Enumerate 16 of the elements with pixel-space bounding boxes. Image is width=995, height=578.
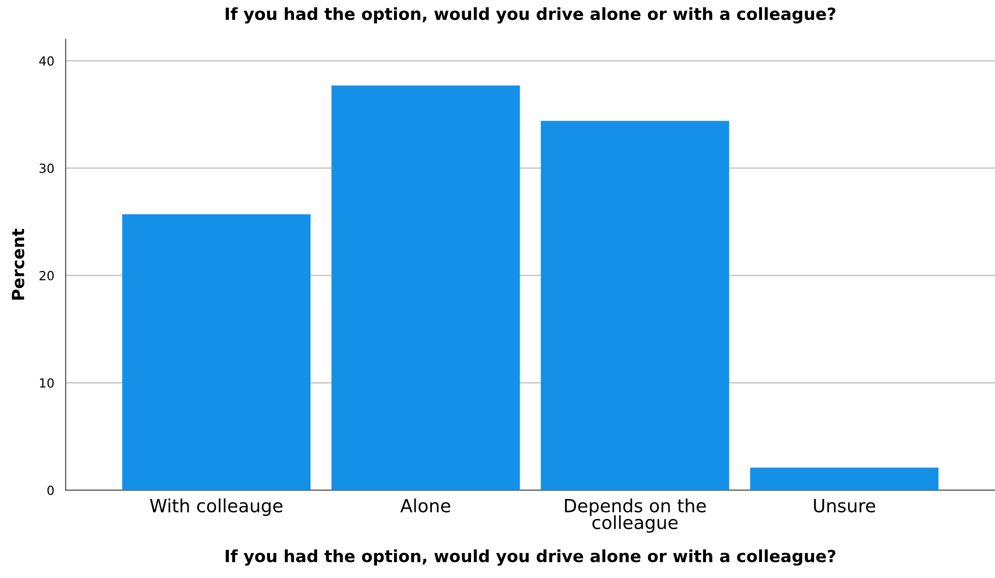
bar (331, 85, 520, 490)
y-axis-title: Percent (12, 228, 24, 300)
bar (540, 120, 730, 490)
bar (122, 214, 311, 490)
y-tick-label: 40 (39, 56, 54, 66)
y-tick-label: 10 (40, 378, 54, 388)
y-tick-label: 0 (47, 486, 54, 496)
y-tick-label: 20 (40, 270, 54, 280)
chart-title: If you had the option, would you drive alone or with a colleague? (226, 7, 836, 24)
x-tick-label: Unsure (814, 499, 876, 512)
x-tick-label: Alone (400, 498, 450, 512)
y-tick-label: 30 (40, 164, 54, 174)
x-tick-label: With colleauge (150, 498, 282, 516)
x-tick-label: Depends on the colleague (565, 498, 706, 533)
bar (750, 468, 938, 490)
x-axis-title: If you had the option, would you drive alone or with a colleague? (226, 549, 836, 566)
